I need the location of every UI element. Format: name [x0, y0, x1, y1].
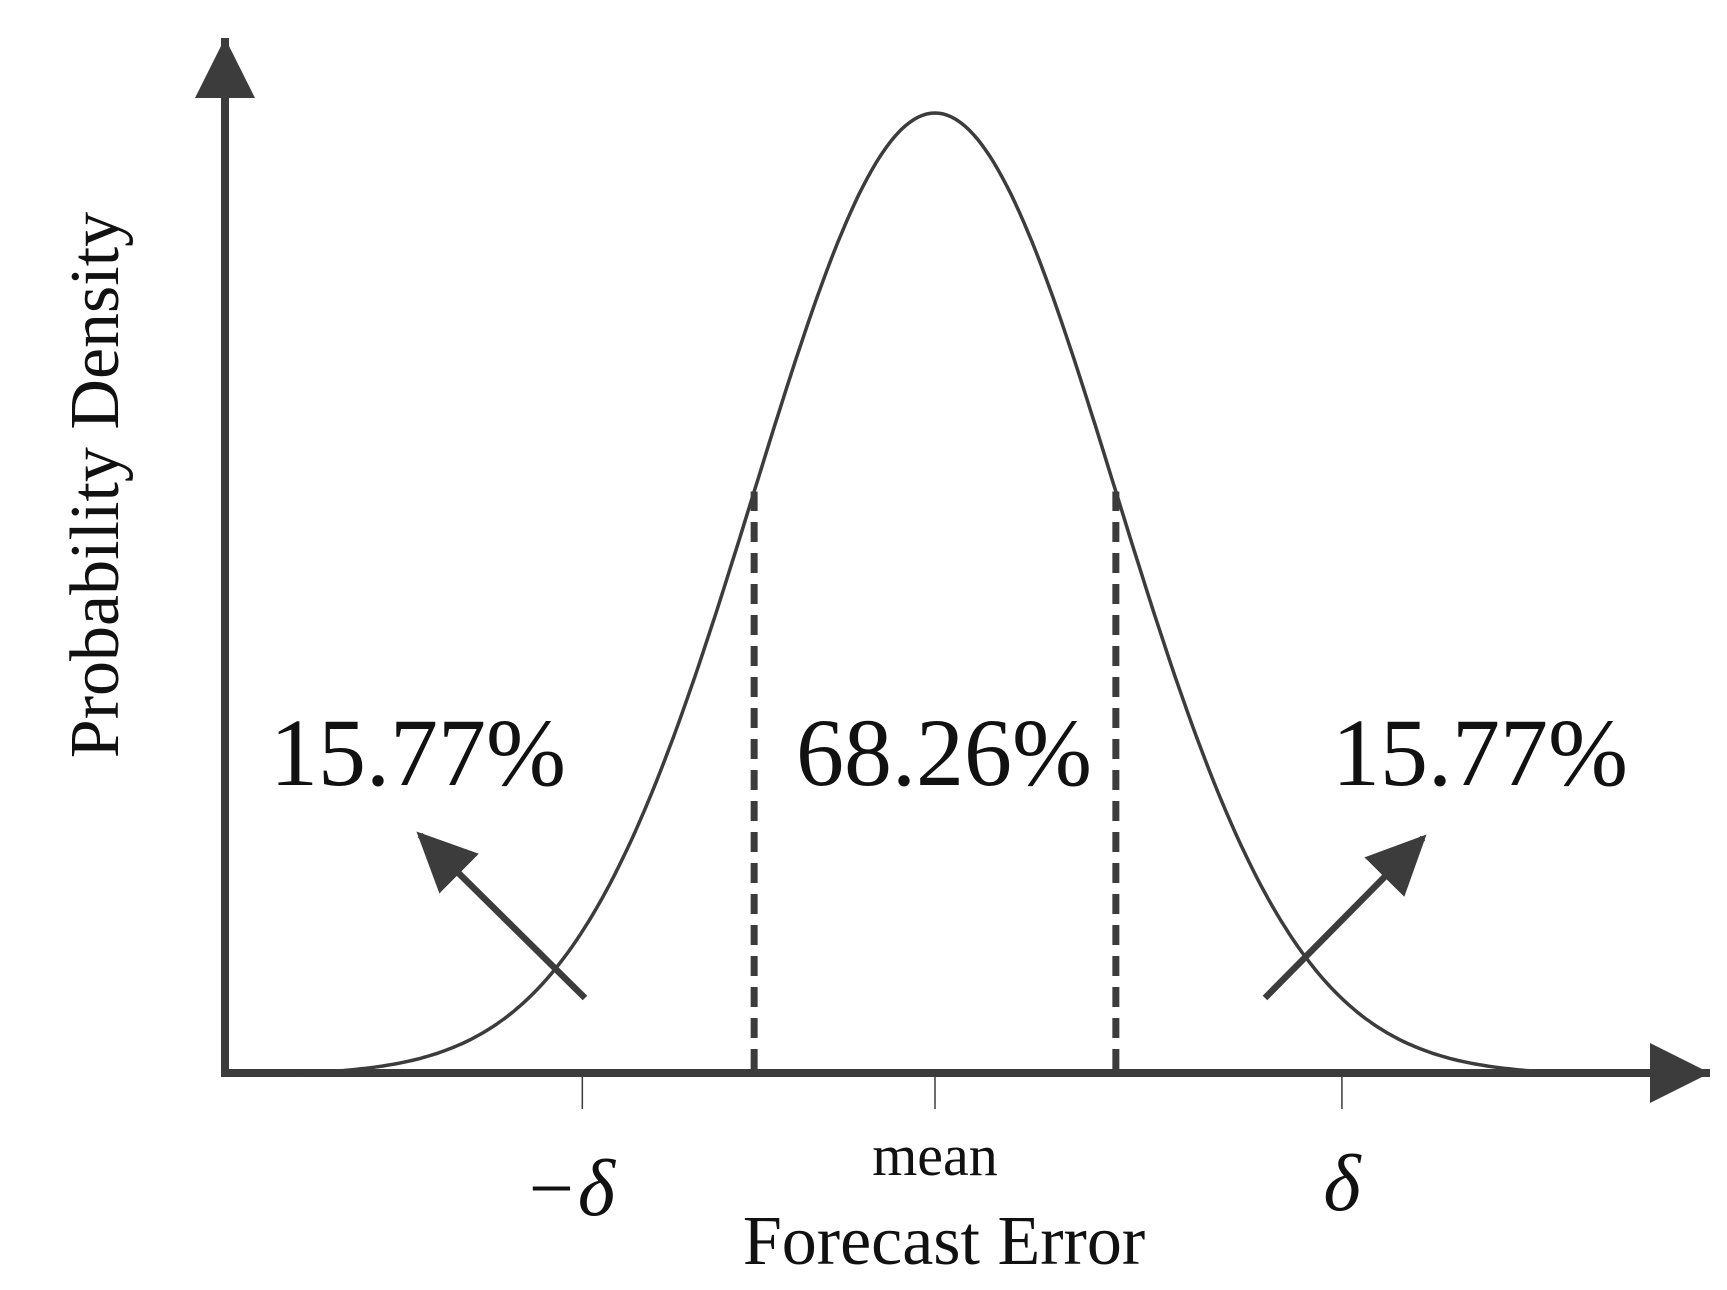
y-axis-label: Probability Density	[57, 212, 134, 758]
x-tick-label-delta: δ	[1323, 1140, 1362, 1228]
right-tail-pointer-arrow	[1262, 834, 1427, 1001]
x-axis-label: Forecast Error	[743, 1203, 1145, 1280]
region-label-center: 68.26%	[796, 699, 1092, 806]
region-label-right-tail: 15.77%	[1332, 699, 1628, 806]
left-tail-pointer-arrow	[416, 831, 588, 1001]
density-curve	[301, 111, 1569, 1075]
x-tick-label-mean: mean	[872, 1123, 998, 1188]
region-label-left-tail: 15.77%	[270, 699, 566, 806]
x-tick-label-minus-delta: −δ	[524, 1145, 617, 1233]
